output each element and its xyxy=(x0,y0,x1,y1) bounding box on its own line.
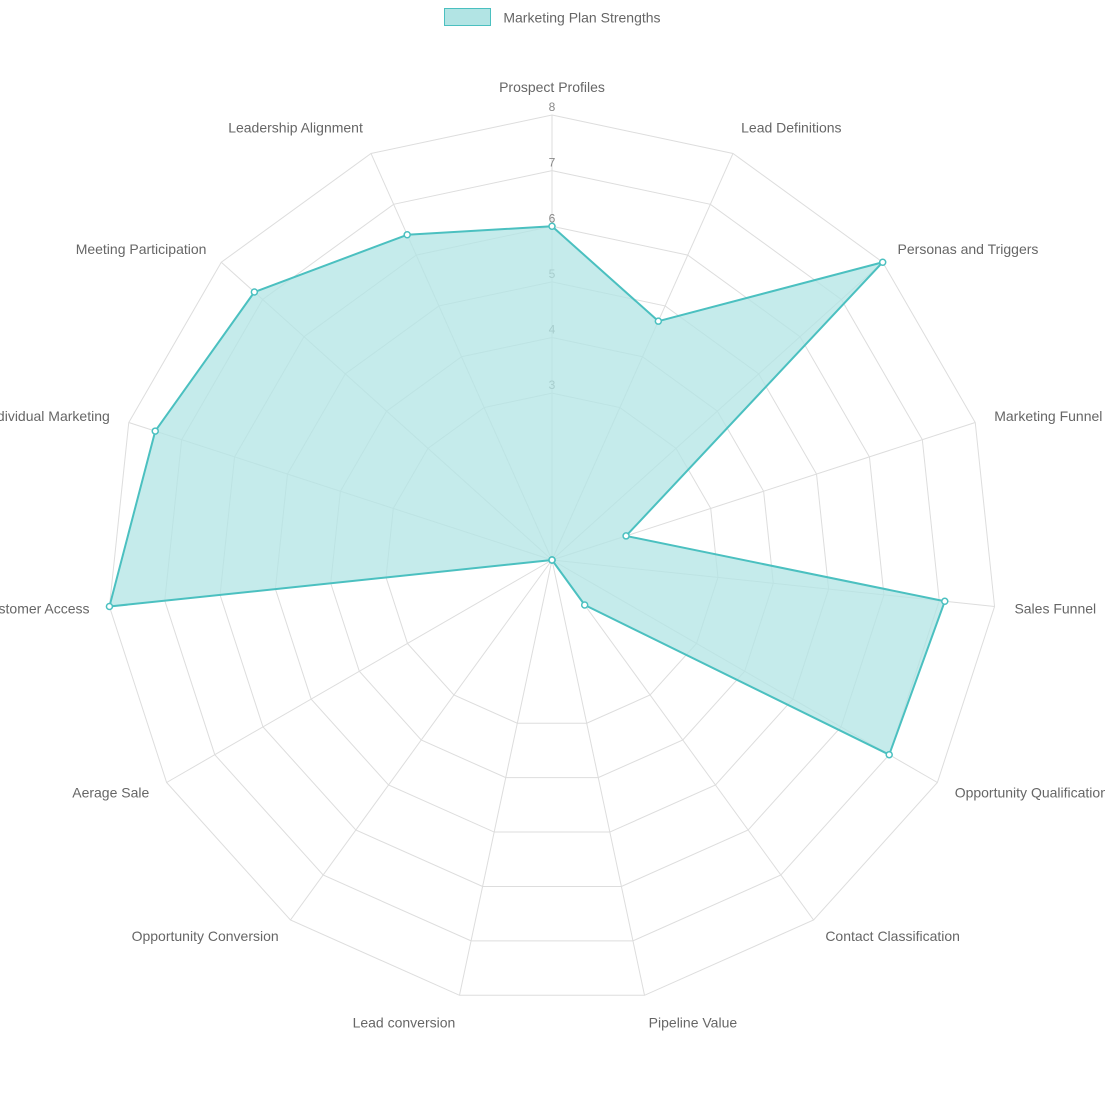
series-marker xyxy=(886,752,892,758)
axis-label: Personas and Triggers xyxy=(898,241,1039,257)
axis-label: Aerage Sale xyxy=(72,784,149,800)
axis-label: Lead Definitions xyxy=(741,119,841,135)
tick-label: 7 xyxy=(549,156,556,170)
axis-label: Opportunity Conversion xyxy=(132,928,279,944)
axis-label: Meeting Participation xyxy=(76,241,207,257)
axis-label: Marketing Funnel xyxy=(994,408,1102,424)
axis-label: Pipeline Value xyxy=(649,1014,738,1030)
tick-label: 8 xyxy=(549,100,556,114)
series-marker xyxy=(880,259,886,265)
series-marker xyxy=(251,289,257,295)
series-marker xyxy=(152,428,158,434)
series-marker xyxy=(106,604,112,610)
axis-label: Individual Marketing xyxy=(0,408,110,424)
series-marker xyxy=(549,223,555,229)
axis-label: Contact Classification xyxy=(825,928,960,944)
axis-label: Sales Funnel xyxy=(1014,601,1096,617)
axis-label: Customer Access xyxy=(0,601,90,617)
grid-spoke xyxy=(290,560,552,920)
series-marker xyxy=(582,602,588,608)
series-marker xyxy=(404,232,410,238)
axis-label: Opportunity Qualification xyxy=(955,784,1105,800)
series-marker xyxy=(942,598,948,604)
series-marker xyxy=(623,533,629,539)
axis-label: Leadership Alignment xyxy=(228,119,363,135)
series-marker xyxy=(549,557,555,563)
series-marker xyxy=(655,318,661,324)
radar-chart: 345678Prospect ProfilesLead DefinitionsP… xyxy=(0,0,1105,1105)
axis-label: Prospect Profiles xyxy=(499,79,605,95)
axis-label: Lead conversion xyxy=(353,1014,456,1030)
